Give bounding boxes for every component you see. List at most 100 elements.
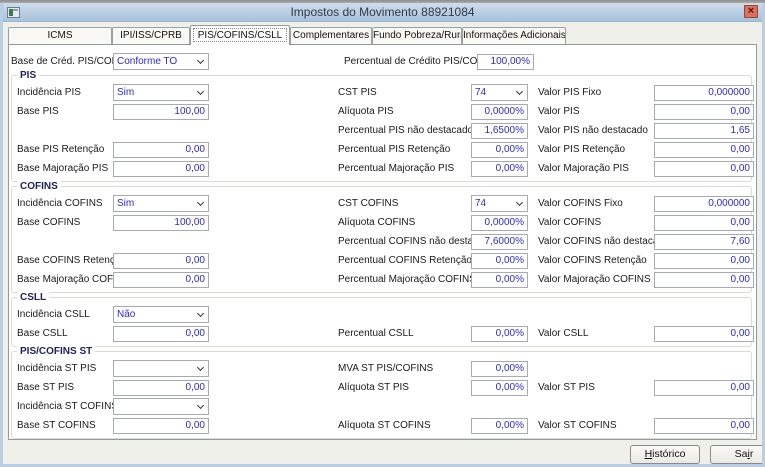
sair-button[interactable]: Sair [710, 445, 762, 464]
aliquota-pis-field[interactable]: 0,0000% [471, 103, 528, 120]
field-label: Base Majoração COFINS [17, 274, 130, 285]
tab-informacoes-adicionais[interactable]: Informações Adicionais [462, 27, 566, 44]
field-label: Base ST PIS [17, 382, 75, 393]
chevron-down-icon [197, 365, 204, 372]
incidencia-pis-combo[interactable]: Sim [113, 84, 209, 101]
field-label: CST PIS [338, 87, 377, 98]
incidencia-st-cofins-combo[interactable] [113, 398, 209, 415]
chevron-down-icon [197, 89, 204, 96]
percentual-cofins-nao-destacado-field[interactable]: 7,6000% [471, 233, 528, 250]
valor-cofins-fixo-field[interactable]: 0,000000 [654, 195, 754, 212]
close-icon: × [747, 5, 755, 17]
valor-st-cofins-field[interactable]: 0,00 [654, 417, 754, 434]
cst-cofins-combo[interactable]: 74 [471, 195, 528, 212]
field-label: Percentual CSLL [338, 328, 414, 339]
group-title: PIS/COFINS ST [17, 346, 96, 357]
group-title: COFINS [17, 181, 61, 192]
field-label: Valor ST COFINS [538, 420, 617, 431]
field-label: Valor Majoração COFINS [538, 274, 651, 285]
field-label: Valor COFINS não destacado [538, 236, 670, 247]
valor-cofins-nao-destacado-field[interactable]: 7,60 [654, 233, 754, 250]
window-icon-part [9, 8, 13, 16]
chevron-down-icon [516, 89, 523, 96]
incidencia-csll-combo[interactable]: Não [113, 306, 209, 323]
dialog-impostos-do-movimento: Impostos do Movimento 88921084 × ICMS IP… [0, 3, 765, 467]
valor-pis-retencao-field[interactable]: 0,00 [654, 141, 754, 158]
field-label: Base COFINS Retenção [17, 255, 126, 266]
spacer [113, 123, 209, 139]
form-row: Base Majoração PIS 0,00 Percentual Major… [17, 159, 754, 178]
valor-pis-nao-destacado-field[interactable]: 1,65 [654, 122, 754, 139]
base-cofins-retencao-field[interactable]: 0,00 [113, 252, 209, 269]
historico-button[interactable]: Histórico [630, 445, 700, 464]
valor-csll-field[interactable]: 0,00 [654, 325, 754, 342]
tab-icms[interactable]: ICMS [8, 27, 112, 44]
field-label: Valor COFINS Retenção [538, 255, 647, 266]
valor-cofins-field[interactable]: 0,00 [654, 214, 754, 231]
valor-st-pis-field[interactable]: 0,00 [654, 379, 754, 396]
base-st-cofins-field[interactable]: 0,00 [113, 417, 209, 434]
base-cofins-field[interactable]: 100,00 [113, 214, 209, 231]
percentual-pis-nao-destacado-field[interactable]: 1,6500% [471, 122, 528, 139]
field-label: Base PIS Retenção [17, 144, 105, 155]
base-majoracao-pis-field[interactable]: 0,00 [113, 160, 209, 177]
tab-ipi-iss-cprb[interactable]: IPI/ISS/CPRB [112, 27, 190, 44]
dialog-client-area: ICMS IPI/ISS/CPRB PIS/COFINS/CSLL Comple… [3, 22, 762, 464]
valor-majoracao-pis-field[interactable]: 0,00 [654, 160, 754, 177]
field-label: Percentual COFINS Retenção [338, 255, 472, 266]
form-row: Base COFINS 100,00 Alíquota COFINS 0,000… [17, 213, 754, 232]
percentual-cofins-retencao-field[interactable]: 0,00% [471, 252, 528, 269]
group-title: CSLL [17, 292, 50, 303]
field-label: Incidência PIS [17, 87, 81, 98]
valor-majoracao-cofins-field[interactable]: 0,00 [654, 271, 754, 288]
valor-pis-field[interactable]: 0,00 [654, 103, 754, 120]
field-label: Alíquota PIS [338, 106, 394, 117]
tab-complementares[interactable]: Complementares [290, 27, 372, 44]
base-st-pis-field[interactable]: 0,00 [113, 379, 209, 396]
valor-cofins-retencao-field[interactable]: 0,00 [654, 252, 754, 269]
field-label: Base Majoração PIS [17, 163, 109, 174]
field-label: Incidência COFINS [17, 198, 103, 209]
form-row: Base de Créd. PIS/COFINS Conforme TO Per… [9, 52, 756, 71]
tab-fundo-pobreza-rural[interactable]: Fundo Pobreza/Rural [372, 27, 462, 44]
field-label: Valor PIS [538, 106, 580, 117]
aliquota-cofins-field[interactable]: 0,0000% [471, 214, 528, 231]
percentual-majoracao-pis-field[interactable]: 0,00% [471, 160, 528, 177]
aliquota-st-cofins-field[interactable]: 0,00% [471, 417, 528, 434]
field-label: Incidência ST PIS [17, 363, 97, 374]
form-row: Base ST PIS 0,00 Alíquota ST PIS 0,00% V… [17, 378, 754, 397]
field-label: Valor ST PIS [538, 382, 595, 393]
valor-pis-fixo-field[interactable]: 0,000000 [654, 84, 754, 101]
combo-value: 74 [475, 87, 487, 98]
incidencia-cofins-combo[interactable]: Sim [113, 195, 209, 212]
spacer [113, 234, 209, 250]
base-pis-field[interactable]: 100,00 [113, 103, 209, 120]
percentual-pis-retencao-field[interactable]: 0,00% [471, 141, 528, 158]
window-icon [7, 6, 20, 18]
group-title: PIS [17, 70, 40, 81]
combo-value: 74 [475, 198, 487, 209]
dialog-title: Impostos do Movimento 88921084 [290, 5, 475, 19]
form-row: Base CSLL 0,00 Percentual CSLL 0,00% Val… [17, 324, 754, 343]
base-pis-retencao-field[interactable]: 0,00 [113, 141, 209, 158]
mva-st-pis-cofins-field[interactable]: 0,00% [471, 360, 528, 377]
cst-pis-combo[interactable]: 74 [471, 84, 528, 101]
title-bar[interactable]: Impostos do Movimento 88921084 × [3, 3, 762, 22]
percentual-csll-field[interactable]: 0,00% [471, 325, 528, 342]
percentual-credito-pis-cofins-field[interactable]: 100,00% [477, 53, 534, 70]
form-row: Percentual COFINS não destacado 7,6000% … [17, 232, 754, 251]
close-button[interactable]: × [744, 5, 758, 18]
aliquota-st-pis-field[interactable]: 0,00% [471, 379, 528, 396]
tab-pis-cofins-csll[interactable]: PIS/COFINS/CSLL [190, 25, 290, 45]
form-row: Base COFINS Retenção 0,00 Percentual COF… [17, 251, 754, 270]
button-label: H [644, 448, 653, 460]
combo-value: Sim [117, 87, 135, 98]
base-majoracao-cofins-field[interactable]: 0,00 [113, 271, 209, 288]
field-label: Base ST COFINS [17, 420, 96, 431]
incidencia-st-pis-combo[interactable] [113, 360, 209, 377]
chevron-down-icon [516, 200, 523, 207]
base-csll-field[interactable]: 0,00 [113, 325, 209, 342]
base-cred-pis-cofins-combo[interactable]: Conforme TO [113, 53, 209, 70]
percentual-majoracao-cofins-field[interactable]: 0,00% [471, 271, 528, 288]
field-label: Percentual PIS Retenção [338, 144, 451, 155]
